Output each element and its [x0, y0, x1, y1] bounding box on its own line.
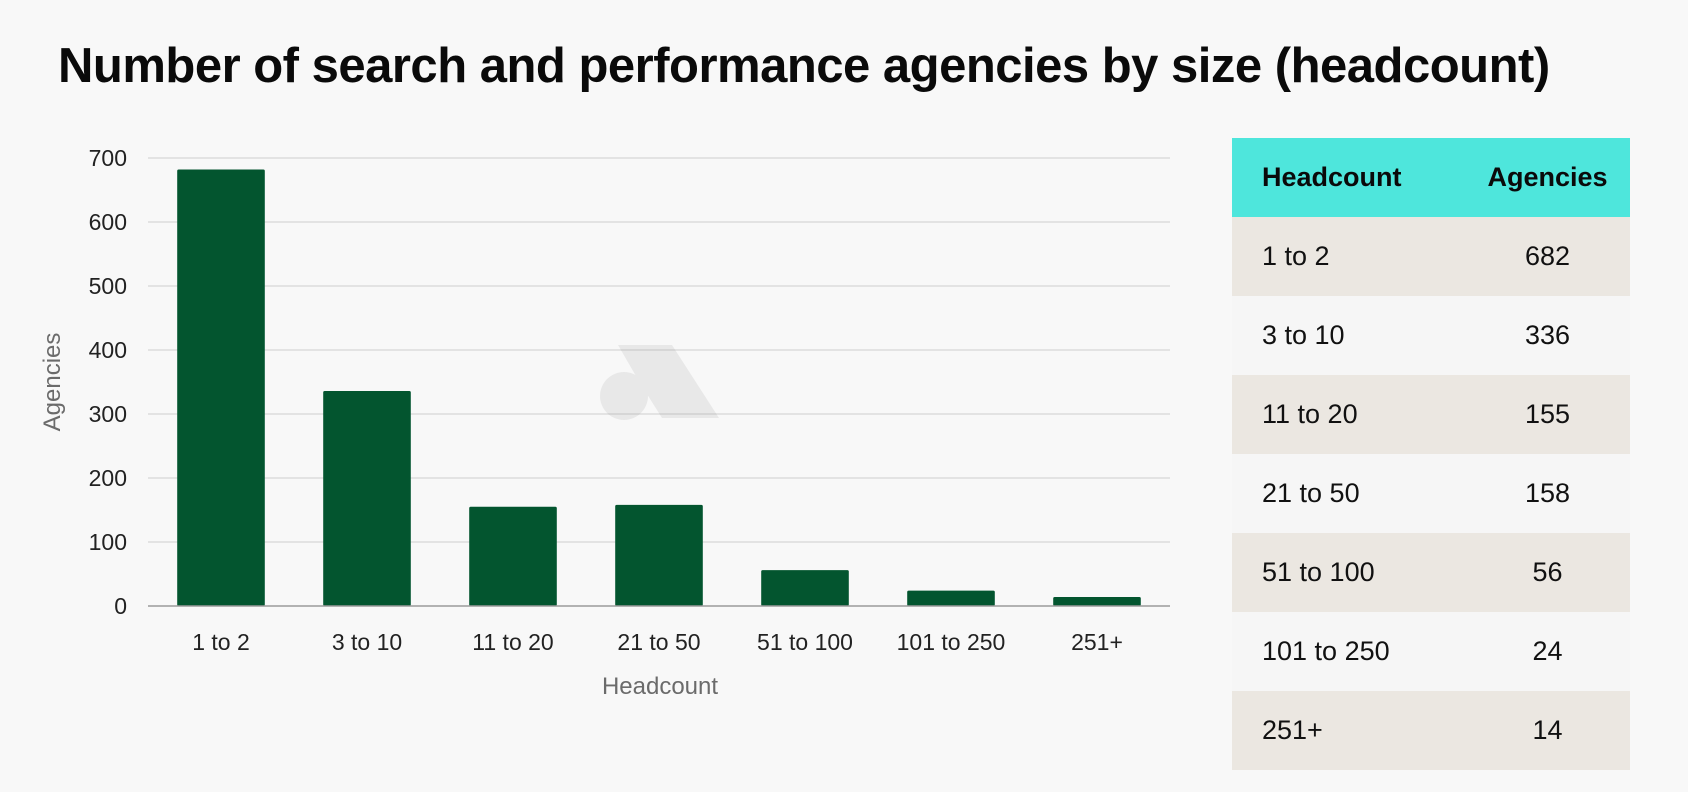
x-tick-labels: 1 to 2 3 to 10 11 to 20 21 to 50 51 to 100 10…: [192, 629, 1123, 655]
x-tick-label: 1 to 2: [192, 629, 250, 655]
data-table: Headcount Agencies 1 to 2 682 3 to 10 33…: [1232, 138, 1630, 770]
chart-title: Number of search and performance agencie…: [58, 39, 1550, 93]
table-cell-agencies: 56: [1464, 533, 1630, 612]
x-tick-label: 251+: [1071, 629, 1123, 655]
bar-101-to-250: [907, 590, 995, 606]
bar-251: [1053, 597, 1141, 606]
table-cell-headcount: 51 to 100: [1232, 533, 1465, 612]
table-header-row: Headcount Agencies: [1232, 138, 1630, 217]
bar-1-to-2: [177, 169, 265, 606]
x-tick-label: 101 to 250: [897, 629, 1006, 655]
x-tick-label: 3 to 10: [332, 629, 402, 655]
table-row: 1 to 2 682: [1232, 217, 1630, 296]
table-cell-headcount: 251+: [1232, 691, 1465, 770]
table-cell-headcount: 101 to 250: [1232, 612, 1465, 691]
bar-chart: 0 100 200 300 400 500 600 700 1 to 2 3 to 10 11 t…: [39, 145, 1170, 700]
table-cell-headcount: 3 to 10: [1232, 296, 1465, 375]
bar-21-to-50: [615, 504, 703, 606]
y-tick-label: 0: [114, 593, 127, 619]
table-row: 251+ 14: [1232, 691, 1630, 770]
bar-51-to-100: [761, 570, 849, 606]
bar-11-to-20: [469, 506, 557, 606]
table-cell-agencies: 682: [1464, 217, 1630, 296]
bar-3-to-10: [323, 390, 411, 606]
table-cell-agencies: 155: [1464, 375, 1630, 454]
y-tick-label: 100: [89, 529, 127, 555]
table-row: 51 to 100 56: [1232, 533, 1630, 612]
gridlines: [148, 157, 1170, 543]
y-tick-label: 500: [89, 273, 127, 299]
watermark-logo: [600, 345, 719, 420]
bars: [177, 169, 1141, 606]
y-axis-label: Agencies: [39, 333, 66, 432]
table-cell-headcount: 21 to 50: [1232, 454, 1465, 533]
table-cell-headcount: 1 to 2: [1232, 217, 1465, 296]
table-cell-agencies: 336: [1464, 296, 1630, 375]
x-axis-label: Headcount: [602, 673, 718, 700]
table-cell-headcount: 11 to 20: [1232, 375, 1465, 454]
x-tick-label: 21 to 50: [617, 629, 700, 655]
x-tick-label: 11 to 20: [472, 629, 553, 655]
table-row: 3 to 10 336: [1232, 296, 1630, 375]
table-cell-agencies: 14: [1464, 691, 1630, 770]
y-tick-label: 400: [89, 337, 127, 363]
y-tick-label: 200: [89, 465, 127, 491]
table-row: 101 to 250 24: [1232, 612, 1630, 691]
x-tick-label: 51 to 100: [757, 629, 853, 655]
table-row: 11 to 20 155: [1232, 375, 1630, 454]
table-cell-agencies: 158: [1464, 454, 1630, 533]
table-header-agencies: Agencies: [1464, 138, 1630, 217]
table-row: 21 to 50 158: [1232, 454, 1630, 533]
y-tick-label: 600: [89, 209, 127, 235]
table-cell-agencies: 24: [1464, 612, 1630, 691]
table-header-headcount: Headcount: [1232, 138, 1465, 217]
y-tick-labels: 0 100 200 300 400 500 600 700: [89, 145, 127, 619]
y-tick-label: 300: [89, 401, 127, 427]
y-tick-label: 700: [89, 145, 127, 171]
